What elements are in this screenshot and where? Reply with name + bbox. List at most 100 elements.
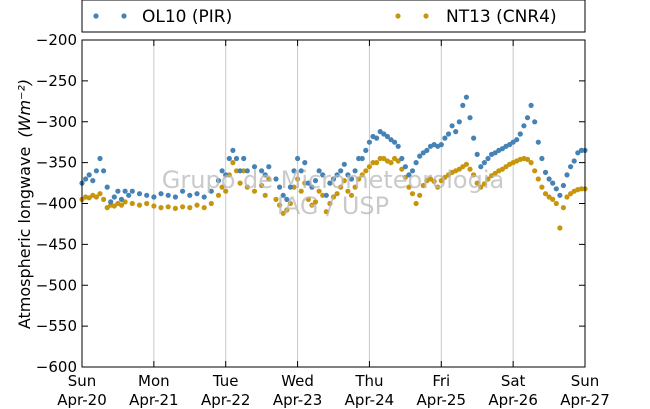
y-tick-label: −250	[36, 72, 77, 90]
y-axis-label: Atmospheric longwave (Wm⁻²)	[15, 79, 34, 329]
data-point	[535, 139, 541, 145]
data-point	[111, 194, 117, 200]
data-point	[226, 155, 232, 162]
data-point	[266, 176, 272, 182]
data-point	[223, 172, 229, 178]
data-point	[237, 180, 243, 186]
data-point	[528, 102, 534, 108]
data-point	[330, 176, 337, 182]
data-point	[104, 184, 110, 190]
data-point	[485, 176, 491, 182]
data-point	[316, 188, 322, 194]
data-point	[144, 200, 150, 207]
data-point	[406, 184, 412, 190]
data-point	[194, 191, 200, 197]
data-point	[564, 172, 570, 178]
data-point	[291, 168, 297, 174]
data-point	[532, 119, 538, 125]
data-point	[392, 139, 398, 145]
data-point	[571, 158, 577, 164]
data-point	[330, 194, 337, 200]
data-point	[201, 194, 207, 200]
data-point	[366, 164, 372, 170]
data-point	[431, 178, 437, 184]
data-point	[244, 168, 250, 174]
data-point	[215, 192, 222, 198]
data-point	[478, 164, 484, 170]
data-point	[230, 147, 236, 153]
data-point	[546, 176, 552, 182]
data-point	[208, 188, 214, 194]
data-point	[467, 166, 473, 172]
data-point	[158, 191, 164, 197]
data-point	[320, 172, 326, 178]
data-point	[553, 186, 559, 192]
data-point	[302, 180, 308, 186]
x-tick-label-date: Apr-23	[273, 391, 323, 409]
data-point	[262, 192, 268, 198]
data-point	[136, 191, 143, 197]
data-point	[550, 180, 556, 186]
data-point	[359, 155, 365, 162]
data-point	[165, 192, 171, 198]
data-point	[370, 160, 376, 166]
legend-marker-nt13	[395, 13, 401, 19]
data-point	[101, 196, 107, 202]
data-point	[151, 203, 157, 209]
legend: OL10 (PIR) NT13 (CNR4)	[81, 0, 586, 33]
data-point	[86, 172, 92, 178]
data-point	[413, 200, 419, 207]
data-point	[348, 176, 355, 182]
data-point	[521, 123, 527, 129]
data-point	[395, 143, 401, 149]
data-point	[363, 147, 369, 153]
data-point	[578, 147, 585, 153]
data-point	[291, 184, 297, 190]
data-point	[298, 168, 304, 174]
data-point	[356, 176, 362, 182]
data-point	[180, 204, 186, 210]
y-tick-label: −550	[36, 317, 77, 335]
data-point	[251, 164, 258, 170]
data-point	[341, 178, 347, 184]
legend-label-ol10: OL10 (PIR)	[142, 7, 232, 27]
y-tick-label: −450	[36, 235, 77, 253]
data-point	[273, 196, 279, 202]
y-tick-label: −600	[36, 358, 77, 376]
data-point	[118, 196, 125, 202]
data-point	[388, 160, 394, 166]
data-point	[115, 188, 121, 194]
data-point	[384, 133, 390, 140]
series-ol10	[79, 94, 588, 205]
data-point	[524, 156, 531, 162]
data-point	[557, 192, 563, 198]
data-point	[438, 178, 444, 184]
data-point	[453, 129, 459, 135]
data-point	[374, 160, 380, 166]
data-point	[298, 188, 304, 194]
data-point	[517, 131, 523, 137]
data-point	[233, 168, 240, 174]
data-point	[97, 191, 103, 197]
data-point	[377, 155, 383, 162]
y-tick-label: −400	[36, 195, 77, 213]
data-point	[366, 139, 372, 145]
data-point	[485, 155, 491, 162]
x-tick-label-date: Apr-26	[488, 391, 538, 409]
x-tick-label-date: Apr-25	[417, 391, 467, 409]
data-point	[287, 200, 293, 207]
legend-marker-ol10	[121, 13, 127, 19]
data-point	[460, 102, 466, 108]
data-point	[471, 172, 477, 178]
data-point	[262, 172, 268, 178]
data-point	[535, 176, 541, 182]
data-point	[215, 178, 222, 184]
data-point	[295, 176, 301, 182]
x-tick-label-day: Wed	[281, 372, 314, 390]
data-point	[359, 172, 365, 178]
data-point	[129, 200, 135, 207]
data-point	[323, 209, 329, 215]
data-point	[528, 160, 534, 166]
data-point	[158, 205, 164, 211]
watermark: Grupo de Micrometeorologia IAG / USP	[162, 166, 504, 220]
